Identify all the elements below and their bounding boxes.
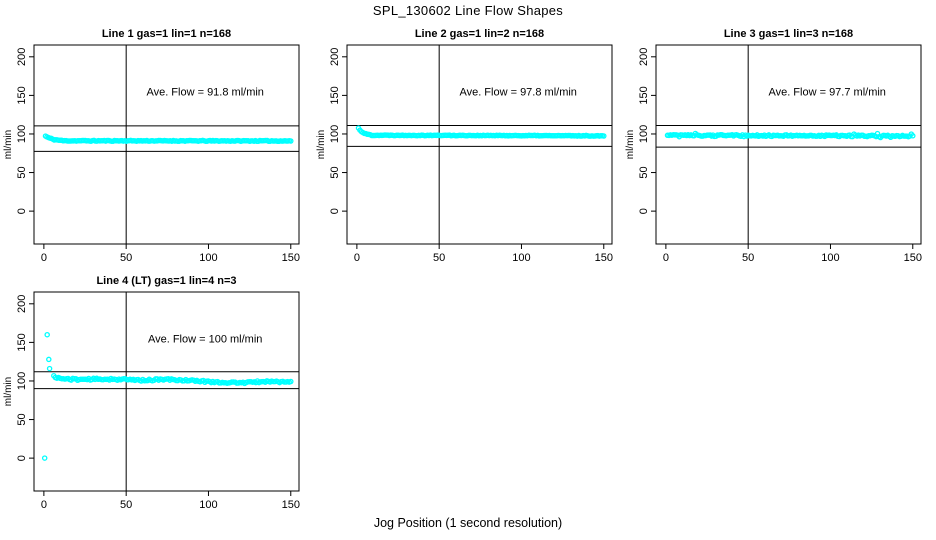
x-tick-label: 150 xyxy=(595,252,613,264)
plot-box xyxy=(33,291,300,492)
data-point xyxy=(288,378,294,385)
panel-plot-svg: Line 1 gas=1 lin=1 n=168 0 50 100 150 0 50 100 1… xyxy=(3,28,300,264)
x-tick-label: 50 xyxy=(742,252,754,264)
panel-title: Line 1 gas=1 lin=1 n=168 xyxy=(102,28,231,40)
y-tick-label: 50 xyxy=(16,413,28,425)
panel-plot-svg: Line 2 gas=1 lin=2 n=168 0 50 100 150 0 50 100 1… xyxy=(316,28,613,264)
data-point xyxy=(910,133,916,139)
x-tick-label: 150 xyxy=(282,499,300,511)
y-tick-label: 200 xyxy=(329,48,341,66)
data-point-outlier xyxy=(46,365,53,372)
panel-title: Line 4 (LT) gas=1 lin=4 n=3 xyxy=(96,275,236,287)
y-tick-label: 100 xyxy=(638,125,650,143)
y-tick-label: 50 xyxy=(329,166,341,178)
plot-box xyxy=(346,44,613,245)
data-point-outlier xyxy=(41,455,48,461)
y-tick-label: 200 xyxy=(638,48,650,66)
x-tick-label: 150 xyxy=(904,252,922,264)
y-tick-label: 200 xyxy=(16,48,28,66)
data-series xyxy=(355,125,607,139)
y-tick-label: 100 xyxy=(16,125,28,143)
y-tick-label: 50 xyxy=(16,166,28,178)
x-tick-label: 0 xyxy=(41,499,47,511)
y-tick-label: 100 xyxy=(16,372,28,390)
ave-flow-label: Ave. Flow = 100 ml/min xyxy=(148,333,262,345)
data-point-outlier xyxy=(44,331,50,338)
x-tick-label: 0 xyxy=(354,252,360,264)
x-tick-label: 100 xyxy=(821,252,839,264)
y-axis-unit-label: ml/min xyxy=(3,377,14,406)
x-tick-label: 50 xyxy=(433,252,445,264)
x-tick-label: 100 xyxy=(199,252,217,264)
ave-flow-label: Ave. Flow = 91.8 ml/min xyxy=(146,86,263,98)
panel-line-4: Line 4 (LT) gas=1 lin=4 n=3 0 50 100 150 0 50 1… xyxy=(0,270,302,516)
y-tick-label: 0 xyxy=(16,208,28,214)
data-series xyxy=(41,331,294,461)
main-title: SPL_130602 Line Flow Shapes xyxy=(372,3,564,18)
y-tick-label: 0 xyxy=(16,455,28,461)
data-point-outlier xyxy=(46,356,52,363)
panel-line-1: Line 1 gas=1 lin=1 n=168 0 50 100 150 0 50 100 1… xyxy=(0,23,302,269)
x-tick-label: 50 xyxy=(120,499,132,511)
plot-box xyxy=(33,44,300,245)
x-tick-label: 0 xyxy=(663,252,669,264)
ave-flow-label: Ave. Flow = 97.7 ml/min xyxy=(768,86,885,98)
data-series xyxy=(664,130,916,141)
data-point xyxy=(288,138,294,144)
y-axis-unit-label: ml/min xyxy=(316,130,327,159)
panel-line-2: Line 2 gas=1 lin=2 n=168 0 50 100 150 0 50 100 1… xyxy=(313,23,615,269)
y-tick-label: 150 xyxy=(638,86,650,104)
y-axis-unit-label: ml/min xyxy=(625,130,636,159)
x-tick-label: 100 xyxy=(199,499,217,511)
x-tick-label: 50 xyxy=(120,252,132,264)
panel-plot-svg: Line 4 (LT) gas=1 lin=4 n=3 0 50 100 150 0 50 1… xyxy=(3,275,300,511)
y-tick-label: 200 xyxy=(16,295,28,313)
panel-line-3: Line 3 gas=1 lin=3 n=168 0 50 100 150 0 50 100 1… xyxy=(622,23,924,269)
panel-title: Line 2 gas=1 lin=2 n=168 xyxy=(415,28,544,40)
x-axis-label: Jog Position (1 second resolution) xyxy=(373,516,563,530)
x-tick-label: 100 xyxy=(512,252,530,264)
y-axis-unit-label: ml/min xyxy=(3,130,14,159)
y-tick-label: 0 xyxy=(329,208,341,214)
panel-title: Line 3 gas=1 lin=3 n=168 xyxy=(724,28,853,40)
y-tick-label: 150 xyxy=(16,86,28,104)
data-series xyxy=(42,133,294,145)
panel-plot-svg: Line 3 gas=1 lin=3 n=168 0 50 100 150 0 50 100 1… xyxy=(625,28,922,264)
x-tick-label: 0 xyxy=(41,252,47,264)
plot-box xyxy=(655,44,922,245)
y-tick-label: 50 xyxy=(638,166,650,178)
y-tick-label: 150 xyxy=(329,86,341,104)
x-tick-label: 150 xyxy=(282,252,300,264)
ave-flow-label: Ave. Flow = 97.8 ml/min xyxy=(459,86,576,98)
y-tick-label: 100 xyxy=(329,125,341,143)
y-tick-label: 150 xyxy=(16,333,28,351)
y-tick-label: 0 xyxy=(638,208,650,214)
data-point xyxy=(601,133,607,139)
